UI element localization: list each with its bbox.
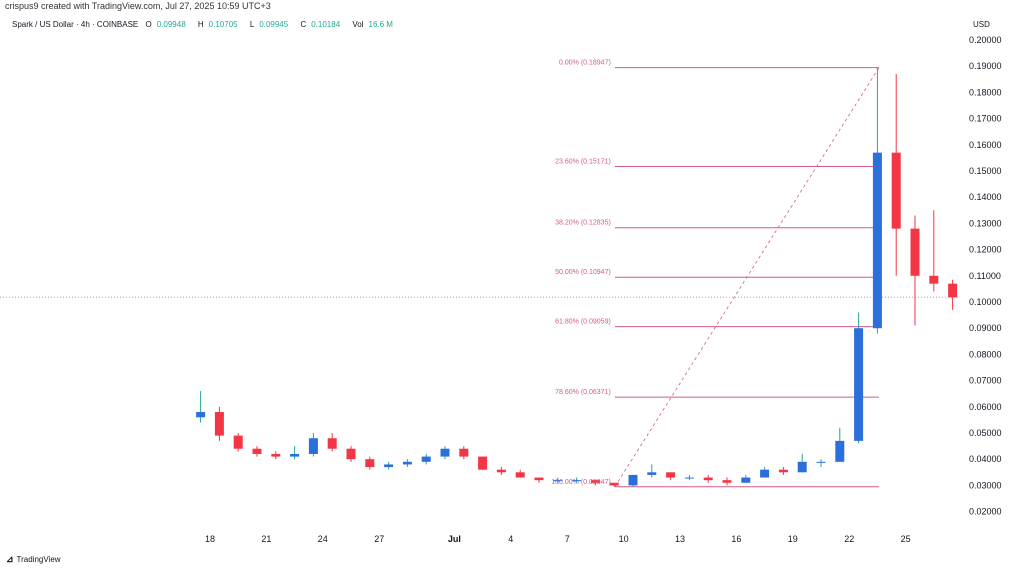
candle-up [797,461,807,473]
x-tick-label: 22 [844,534,854,544]
fib-level-label: 0.00% (0.18947) [559,60,611,67]
candle-down [590,480,600,483]
fib-level-label: 61.80% (0.09059) [555,319,611,326]
candle-up [290,453,300,457]
tradingview-logo-icon: ⊿ [6,554,14,564]
candle-up [835,440,845,462]
y-tick-label: 0.04000 [969,454,1002,464]
x-tick-label: 10 [619,534,629,544]
y-tick-label: 0.15000 [969,166,1002,176]
candle-down [478,456,488,470]
y-tick-label: 0.12000 [969,245,1002,255]
candle-up [402,461,412,465]
fib-trend-line [614,67,880,488]
x-tick-label: 27 [374,534,384,544]
candle-up [741,477,751,483]
y-tick-label: 0.02000 [969,507,1002,517]
x-tick-label: 25 [901,534,911,544]
fib-level-label: 50.00% (0.10947) [555,269,611,276]
candle-up [572,480,582,482]
candle-up [196,412,206,418]
candle-up [760,469,770,478]
x-tick-label: 13 [675,534,685,544]
y-tick-label: 0.07000 [969,376,1002,386]
fib-level-label: 78.60% (0.06371) [555,389,611,396]
x-tick-label: 16 [731,534,741,544]
y-tick-label: 0.17000 [969,114,1002,124]
volume-value: Vol 16.6 M [352,20,393,29]
candle-down [722,480,732,483]
y-tick-label: 0.16000 [969,140,1002,150]
y-tick-label: 0.14000 [969,192,1002,202]
x-tick-label: 18 [205,534,215,544]
candle-up [684,477,694,479]
x-tick-label: 24 [318,534,328,544]
candle-up [553,480,563,482]
candle-down [252,448,262,454]
candle-down [365,459,375,468]
symbol-title[interactable]: Spark / US Dollar · 4h · COINBASE [12,20,139,29]
open-value: O 0.09948 [145,20,186,29]
candle-down [910,228,920,276]
y-tick-label: 0.05000 [969,428,1002,438]
y-tick-label: 0.09000 [969,323,1002,333]
y-tick-label: 0.08000 [969,349,1002,359]
x-tick-label: 7 [565,534,570,544]
currency-label: USD [973,20,990,29]
x-tick-label: Jul [448,534,461,544]
candle-up [421,456,431,462]
candle-down [534,477,544,481]
high-value: H 0.10705 [197,20,238,29]
y-tick-label: 0.18000 [969,87,1002,97]
x-tick-label: 21 [261,534,271,544]
candle-up [816,461,826,463]
candle-up [647,472,657,475]
brand-name: TradingView [16,555,61,564]
candle-up [854,328,864,441]
candle-down [459,448,469,457]
candle-down [327,438,337,449]
candle-down [929,275,939,284]
close-value: C 0.10184 [300,20,341,29]
fib-level-label: 38.20% (0.12835) [555,220,611,227]
y-tick-label: 0.11000 [969,271,1001,281]
fib-level-label: 23.60% (0.15171) [555,159,611,166]
y-tick-label: 0.19000 [969,61,1002,71]
candle-down [666,472,676,478]
x-tick-label: 4 [508,534,513,544]
candle-down [948,283,958,298]
candle-down [496,469,506,473]
candle-up [308,438,318,454]
candle-down [214,412,224,436]
x-tick-label: 19 [788,534,798,544]
y-tick-label: 0.10000 [969,297,1002,307]
fib-level-label: 100.00% (0.02947) [551,479,611,486]
low-value: L 0.09945 [249,20,289,29]
y-tick-label: 0.06000 [969,402,1002,412]
candle-up [384,464,394,468]
y-tick-label: 0.03000 [969,480,1002,490]
symbol-legend: Spark / US Dollar · 4h · COINBASE O 0.099… [12,20,403,29]
candle-down [271,453,281,457]
candle-down [703,477,713,481]
candle-down [778,469,788,473]
candle-up [872,152,882,329]
y-tick-label: 0.20000 [969,35,1002,45]
candle-down [346,448,356,460]
candle-down [233,435,243,449]
candle-down [891,152,901,229]
candle-down [609,482,619,486]
chart-credit: crispus9 created with TradingView.com, J… [5,1,271,11]
candle-down [515,472,525,478]
tradingview-logo[interactable]: ⊿ TradingView [6,554,61,565]
candle-up [628,474,638,486]
y-tick-label: 0.13000 [969,218,1002,228]
candle-up [440,448,450,457]
